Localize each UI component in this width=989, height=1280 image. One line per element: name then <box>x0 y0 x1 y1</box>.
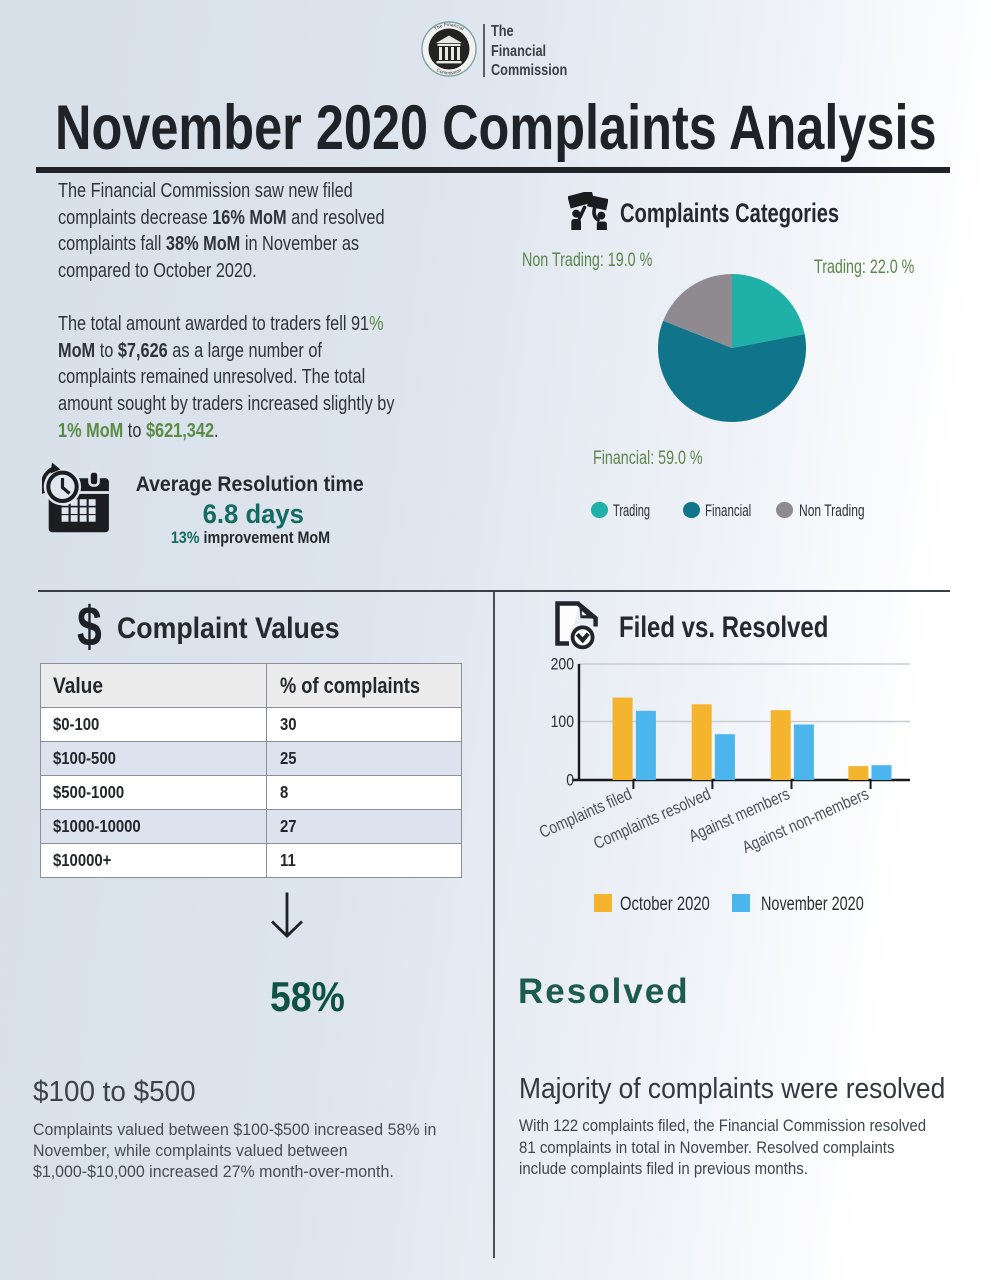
svg-text:Commission: Commission <box>435 68 462 77</box>
svg-text:100: 100 <box>551 713 574 731</box>
svg-text:0: 0 <box>566 771 574 789</box>
svg-text:The Financial: The Financial <box>433 22 465 32</box>
svg-text:200: 200 <box>551 655 574 673</box>
